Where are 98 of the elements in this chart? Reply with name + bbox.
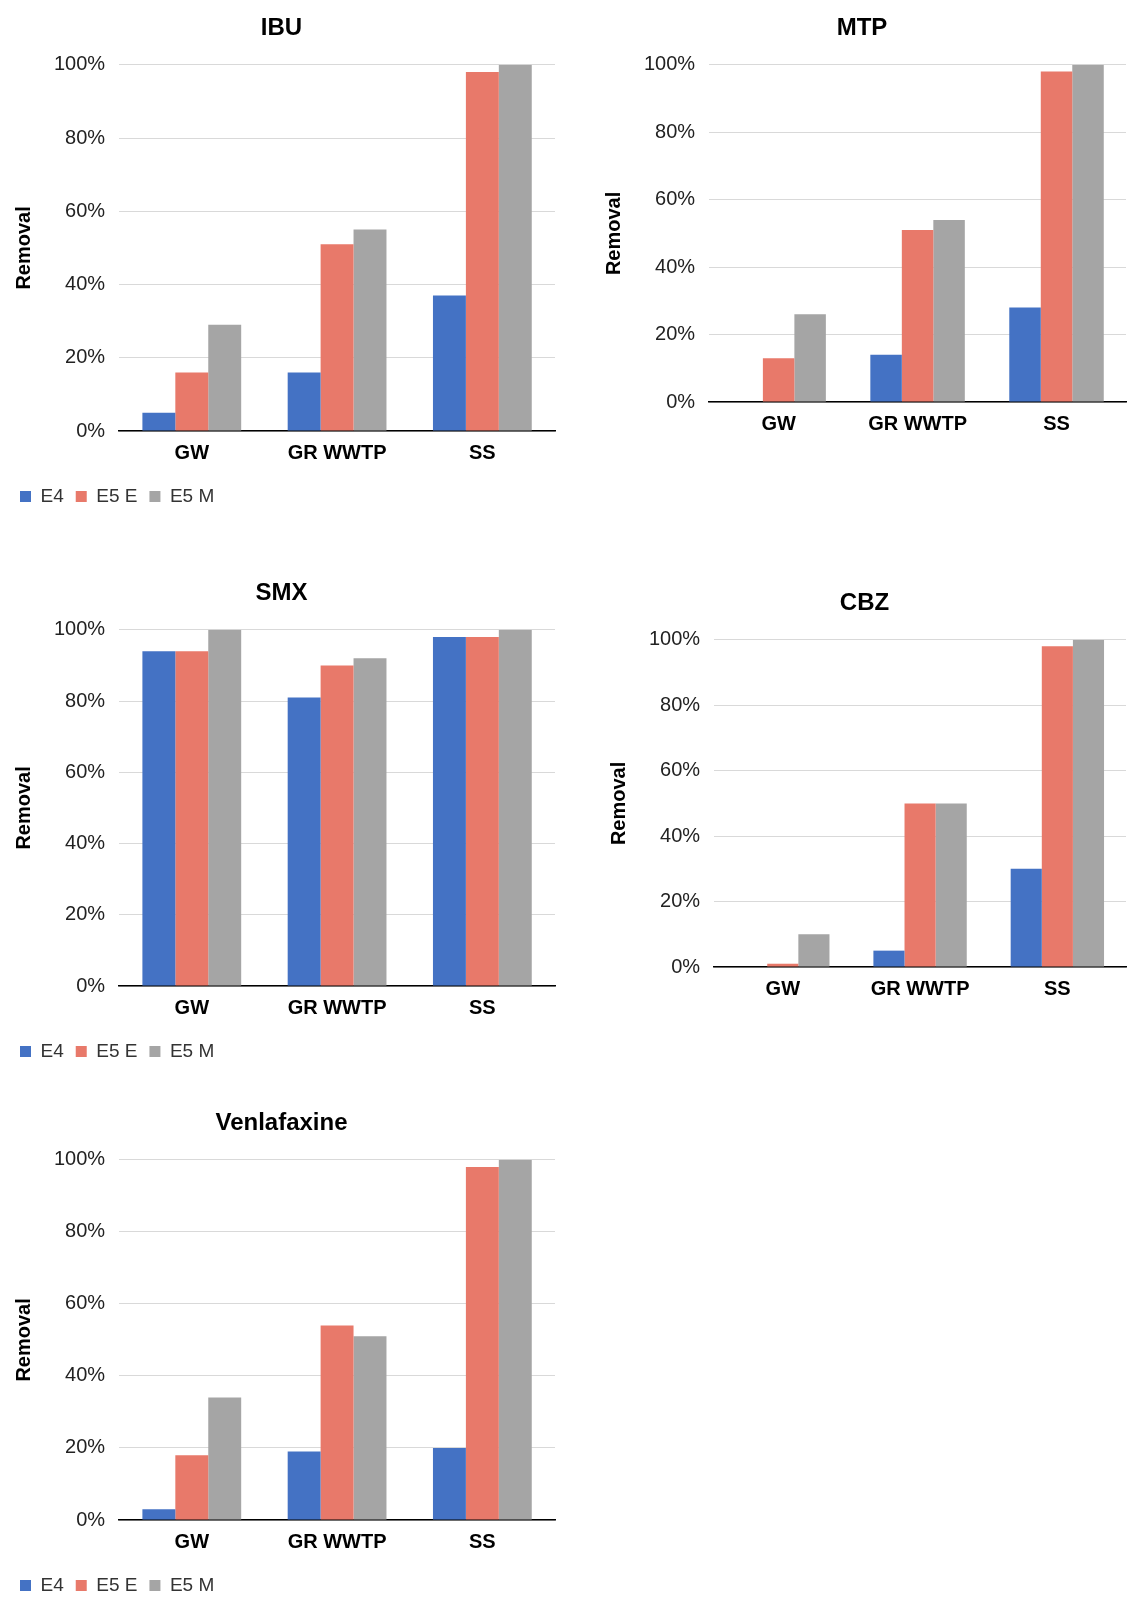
bar [1009,307,1041,402]
y-tick-label: 60% [65,1291,106,1314]
bar [1041,646,1073,967]
y-tick-label: 40% [65,1363,106,1386]
bar [432,295,466,431]
bar [208,324,242,431]
bar [320,244,354,431]
bar [432,1447,466,1520]
legend-label: E5 E [96,1573,138,1595]
bar [498,1159,532,1520]
y-tick-label: 20% [65,902,106,925]
y-tick-label: 60% [660,758,701,781]
x-tick-label: GW [765,976,801,999]
bar [1040,71,1073,402]
y-axis-title: Removal [606,761,629,846]
y-tick-label: 80% [65,1219,106,1242]
x-tick-label: SS [469,1529,496,1552]
bar [208,1397,242,1520]
y-tick-label: 80% [65,125,106,148]
bar [873,950,905,967]
chart-title: CBZ [839,588,890,616]
chart-title: MTP [836,13,888,41]
y-axis-title: Removal [601,191,624,276]
y-tick-label: 100% [649,627,701,650]
y-tick-label: 80% [65,688,106,711]
x-tick-label: GW [174,995,210,1018]
bar [933,219,965,402]
bar [498,64,532,431]
bar [353,229,387,431]
y-tick-label: 100% [644,52,696,75]
legend-label: E4 [40,484,65,506]
y-tick-label: 40% [65,272,106,295]
legend-label: E4 [40,1573,65,1595]
bar [175,1455,209,1520]
y-tick-label: 20% [660,889,701,912]
x-tick-label: SS [469,995,496,1018]
y-tick-label: 0% [76,1507,106,1530]
x-tick-label: GR WWTP [870,976,970,999]
y-tick-label: 100% [54,52,106,75]
x-tick-label: SS [1043,411,1070,434]
y-tick-label: 60% [65,759,106,782]
bar [794,314,826,402]
legend-label: E5 M [169,1573,215,1595]
bar [767,963,799,967]
legend-label: E4 [40,1039,65,1061]
bar [1010,868,1042,967]
bar [870,354,902,402]
x-tick-label: GW [174,1529,210,1552]
bar [175,372,209,431]
bar [935,803,967,967]
x-tick-label: GR WWTP [287,995,387,1018]
y-tick-label: 100% [54,617,106,640]
x-tick-label: GR WWTP [287,440,387,463]
legend-label: E5 E [96,484,138,506]
y-axis-title: Removal [11,766,34,850]
legend-label: E5 M [169,484,215,506]
chart-title: Venlafaxine [215,1108,348,1136]
y-tick-label: 40% [65,831,106,854]
chart-title: SMX [255,578,308,606]
y-tick-label: 60% [655,187,696,210]
y-tick-label: 60% [65,198,106,221]
x-tick-label: GR WWTP [287,1529,387,1552]
bar [465,72,499,431]
y-tick-label: 80% [655,119,696,142]
bar [142,412,176,431]
legend-label: E5 M [169,1039,215,1061]
bar [798,934,830,967]
x-tick-label: GR WWTP [868,411,968,434]
y-tick-label: 0% [76,418,106,441]
y-tick-label: 100% [54,1147,106,1170]
bar [901,230,934,402]
bar [904,803,936,967]
x-tick-label: GW [174,440,210,463]
y-tick-label: 40% [660,823,701,846]
chart-title: IBU [260,13,303,41]
x-tick-label: GW [761,411,796,434]
bar [320,1325,354,1520]
bar [353,1336,387,1520]
x-tick-label: SS [1044,976,1071,999]
y-tick-label: 0% [76,973,106,996]
bar [762,358,795,402]
y-tick-label: 20% [65,345,106,368]
bar [1072,639,1105,967]
y-tick-label: 20% [65,1435,106,1458]
y-tick-label: 0% [671,954,701,977]
y-axis-title: Removal [11,1298,34,1382]
bar [142,1509,176,1520]
bar [287,1451,321,1520]
y-tick-label: 20% [655,322,696,345]
legend-label: E5 E [96,1039,138,1061]
x-tick-label: SS [469,440,496,463]
bar [1072,64,1104,402]
y-axis-title: Removal [11,206,34,290]
y-tick-label: 40% [655,254,696,277]
y-tick-label: 80% [660,692,701,715]
bar [287,372,321,431]
y-tick-label: 0% [666,389,696,412]
bar [465,1167,499,1520]
